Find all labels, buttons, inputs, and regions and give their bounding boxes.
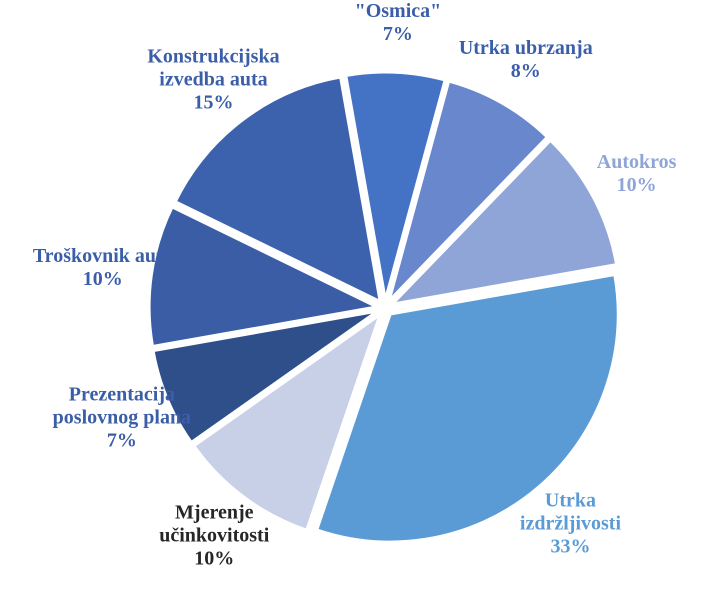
pie-slice bbox=[314, 272, 620, 544]
value-label: 10% bbox=[616, 174, 657, 197]
category-name: Mjerenje učinkovitosti bbox=[159, 501, 270, 547]
slice-label: Konstrukcijska izvedba auta 15% bbox=[143, 46, 283, 115]
category-name: Utrka ubrzanja bbox=[458, 37, 593, 60]
category-name: Autokros bbox=[596, 151, 677, 174]
category-name: Utrka izdržljivosti bbox=[519, 489, 622, 535]
slice-label: Prezentacija poslovnog plana 7% bbox=[52, 383, 192, 452]
pie-slice bbox=[147, 204, 382, 349]
pie-slice bbox=[344, 70, 447, 301]
category-name: "Osmica" bbox=[354, 0, 442, 23]
value-label: 8% bbox=[510, 60, 541, 83]
pie-slice bbox=[387, 79, 550, 303]
category-name: Konstrukcijska izvedba auta bbox=[147, 45, 280, 91]
value-label: 10% bbox=[82, 268, 123, 291]
value-label: 33% bbox=[550, 535, 591, 558]
slice-label: "Osmica" 7% bbox=[328, 0, 468, 46]
slice-label: Troškovnik auta 10% bbox=[33, 245, 173, 291]
pie-slice bbox=[151, 309, 379, 445]
category-name: Prezentacija poslovnog plana bbox=[52, 383, 192, 429]
pie-slice bbox=[173, 75, 383, 305]
value-label: 15% bbox=[193, 91, 234, 114]
value-label: 10% bbox=[194, 547, 235, 570]
value-label: 7% bbox=[382, 23, 413, 46]
slice-label: Mjerenje učinkovitosti 10% bbox=[144, 502, 284, 571]
pie-slice bbox=[191, 310, 384, 533]
slice-label: Autokros 10% bbox=[567, 151, 707, 197]
category-name: Troškovnik auta bbox=[32, 245, 173, 268]
slice-label: Utrka ubrzanja 8% bbox=[456, 37, 596, 83]
slice-label: Utrka izdržljivosti 33% bbox=[500, 490, 640, 559]
pie-slice bbox=[387, 138, 619, 307]
value-label: 7% bbox=[106, 429, 137, 452]
